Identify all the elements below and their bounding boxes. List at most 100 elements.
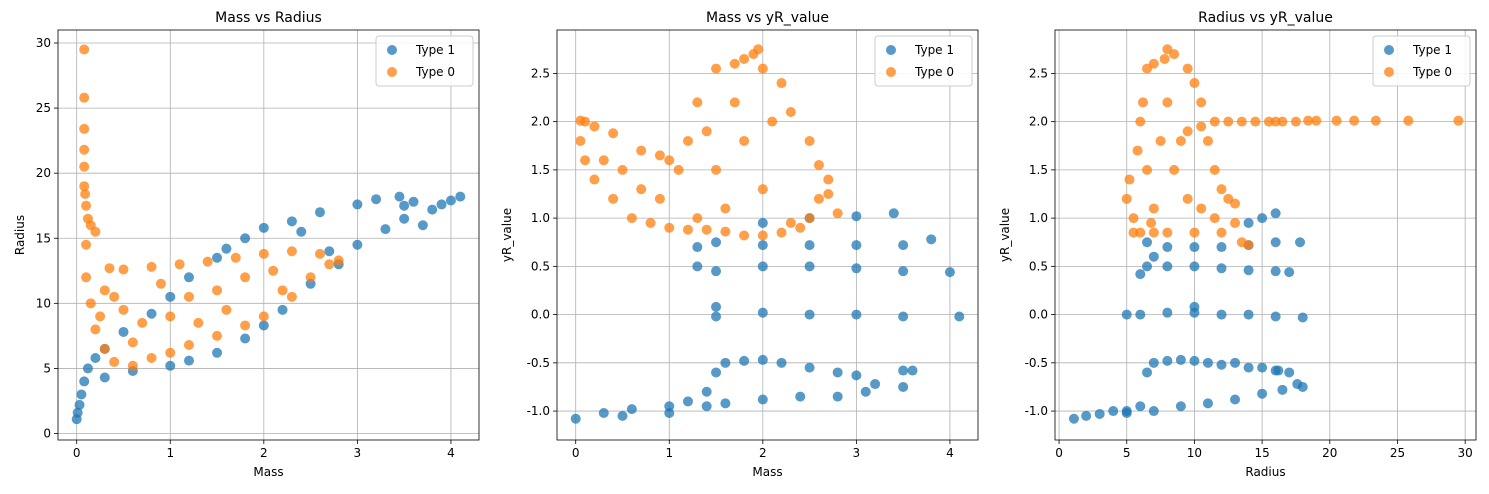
data-point <box>1137 97 1148 108</box>
data-point <box>72 407 83 418</box>
data-point <box>183 291 194 302</box>
data-point <box>258 320 269 331</box>
data-point <box>589 121 600 132</box>
data-point <box>1159 53 1170 64</box>
data-point <box>1196 97 1207 108</box>
data-point <box>804 309 815 320</box>
data-point <box>720 357 731 368</box>
data-point <box>1303 115 1314 126</box>
series-type-0 <box>1121 44 1464 251</box>
data-point <box>739 53 750 64</box>
data-point <box>79 376 90 387</box>
y-tick-label: 25 <box>36 101 51 115</box>
data-point <box>1142 237 1153 248</box>
data-point <box>1148 227 1159 238</box>
data-point <box>757 63 768 74</box>
legend-label: Type 0 <box>415 65 455 79</box>
data-point <box>692 242 703 253</box>
x-tick-label: 4 <box>447 446 455 460</box>
data-point <box>1284 267 1295 278</box>
data-point <box>823 174 834 185</box>
y-tick-label: -0.5 <box>527 356 550 370</box>
data-point <box>851 240 862 251</box>
data-point <box>1270 266 1281 277</box>
data-point <box>1142 367 1153 378</box>
x-tick-label: 3 <box>354 446 362 460</box>
data-point <box>1162 307 1173 318</box>
data-point <box>729 97 740 108</box>
data-point <box>183 339 194 350</box>
y-tick-label: 1.5 <box>531 163 550 177</box>
data-point <box>711 63 722 74</box>
data-point <box>757 394 768 405</box>
data-point <box>1216 359 1227 370</box>
y-tick-label: -0.5 <box>1025 356 1048 370</box>
data-point <box>608 193 619 204</box>
data-point <box>240 233 251 244</box>
data-point <box>146 353 157 363</box>
data-point <box>1257 388 1268 399</box>
data-point <box>81 200 92 211</box>
data-point <box>399 213 410 224</box>
data-point <box>1135 116 1146 127</box>
data-point <box>109 356 120 367</box>
data-point <box>720 398 731 409</box>
data-point <box>711 164 722 175</box>
legend-label: Type 0 <box>914 65 954 79</box>
chart-title: Radius vs yR_value <box>1198 10 1333 26</box>
y-axis-label: yR_value <box>500 208 514 262</box>
data-point <box>1189 227 1200 238</box>
data-point <box>804 213 815 224</box>
data-point <box>1270 208 1281 219</box>
data-point <box>399 200 410 211</box>
x-tick-label: 0 <box>73 446 81 460</box>
x-axis-label: Radius <box>1245 465 1285 479</box>
data-point <box>324 259 335 270</box>
data-point <box>333 255 344 266</box>
legend-marker <box>387 45 397 55</box>
data-point <box>146 261 157 272</box>
data-point <box>1189 242 1200 253</box>
data-point <box>1148 251 1159 262</box>
data-point <box>898 311 909 322</box>
y-tick-label: 0.5 <box>531 259 550 273</box>
data-point <box>851 309 862 320</box>
data-point <box>898 266 909 277</box>
data-point <box>1236 116 1247 127</box>
data-point <box>277 304 288 315</box>
data-point <box>1230 217 1241 228</box>
data-point <box>636 184 647 195</box>
data-point <box>654 193 665 204</box>
legend-marker <box>1384 67 1394 77</box>
data-point <box>79 92 90 103</box>
data-point <box>324 246 335 257</box>
data-point <box>1263 116 1274 127</box>
data-point <box>417 220 428 231</box>
data-point <box>795 391 806 402</box>
data-point <box>1162 227 1173 238</box>
data-point <box>711 237 722 248</box>
legend-label: Type 1 <box>1412 43 1452 57</box>
data-point <box>137 317 148 328</box>
data-point <box>81 272 92 283</box>
chart-title: Mass vs yR_value <box>706 10 829 26</box>
data-point <box>1142 164 1153 175</box>
data-point <box>1108 406 1119 417</box>
data-point <box>202 256 213 267</box>
data-point <box>1295 237 1306 248</box>
x-tick-label: 30 <box>1458 446 1473 460</box>
y-tick-label: -1.0 <box>527 404 550 418</box>
data-point <box>701 126 712 137</box>
data-point <box>1128 213 1139 224</box>
data-point <box>645 217 656 228</box>
legend-marker <box>886 67 896 77</box>
x-tick-label: 5 <box>1123 446 1131 460</box>
data-point <box>258 222 269 233</box>
data-point <box>739 355 750 366</box>
x-tick-label: 2 <box>260 446 268 460</box>
data-point <box>785 107 796 117</box>
data-point <box>1121 407 1132 418</box>
data-point <box>748 49 759 60</box>
data-point <box>1135 269 1146 280</box>
